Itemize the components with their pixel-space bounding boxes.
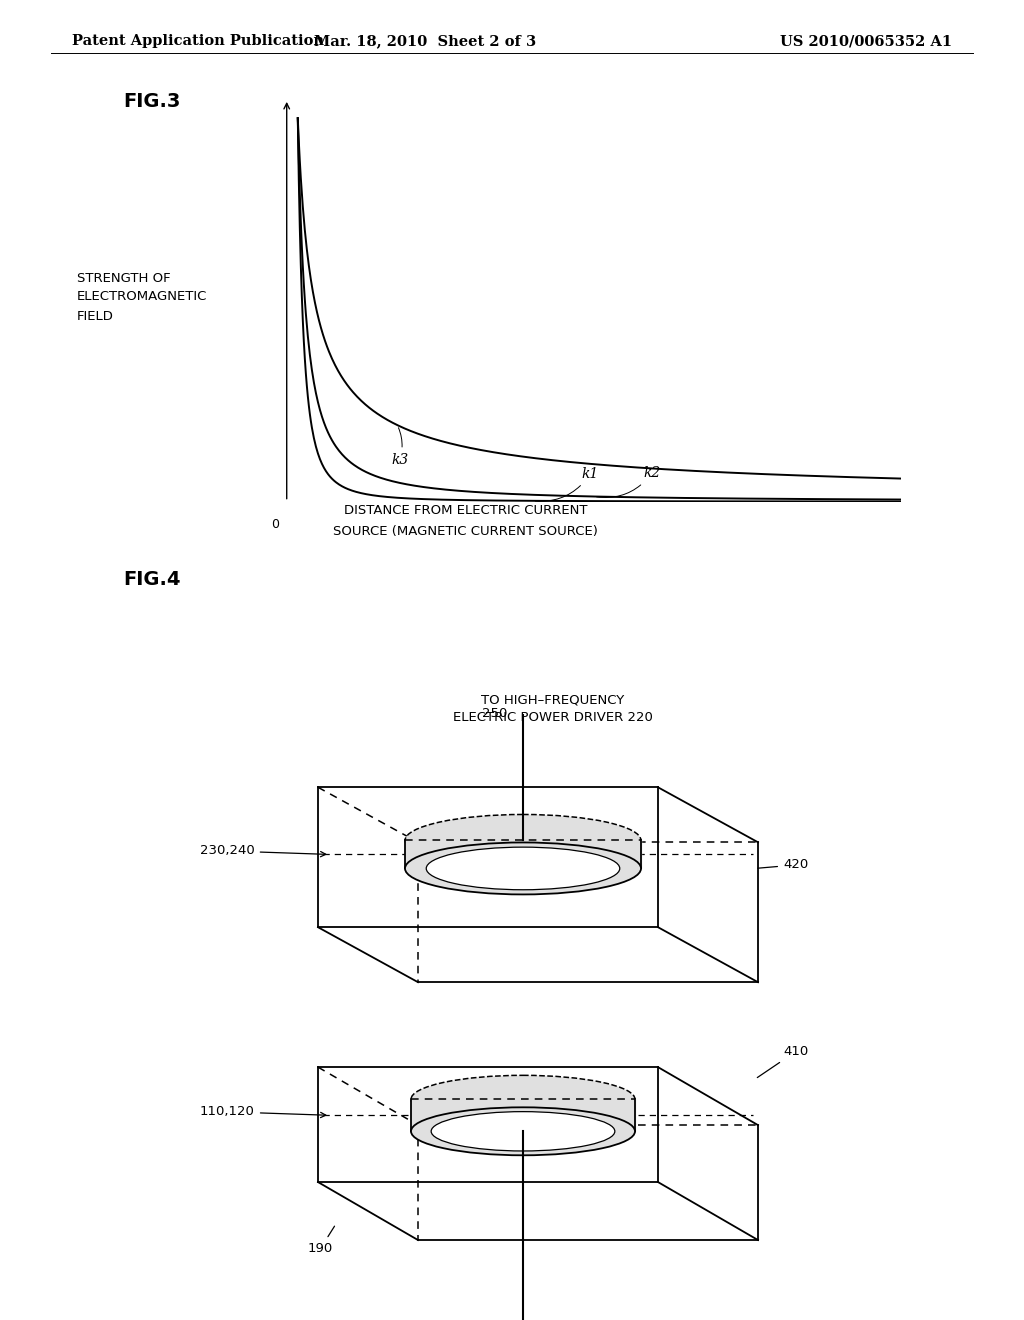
Ellipse shape: [411, 1107, 635, 1155]
Text: 190: 190: [308, 1226, 335, 1255]
Text: TO HIGH–FREQUENCY
ELECTRIC POWER DRIVER 220: TO HIGH–FREQUENCY ELECTRIC POWER DRIVER …: [453, 693, 653, 725]
Text: 420: 420: [758, 858, 808, 871]
Text: STRENGTH OF
ELECTROMAGNETIC
FIELD: STRENGTH OF ELECTROMAGNETIC FIELD: [77, 272, 207, 322]
Text: 410: 410: [758, 1045, 808, 1077]
Ellipse shape: [406, 842, 641, 895]
Ellipse shape: [411, 1076, 635, 1123]
Text: Mar. 18, 2010  Sheet 2 of 3: Mar. 18, 2010 Sheet 2 of 3: [314, 34, 536, 49]
Text: 110,120: 110,120: [200, 1105, 326, 1118]
Text: 230,240: 230,240: [200, 845, 326, 858]
Text: k2: k2: [597, 466, 660, 498]
Text: k1: k1: [536, 467, 599, 502]
Polygon shape: [411, 1100, 635, 1131]
Ellipse shape: [431, 1111, 614, 1151]
Text: US 2010/0065352 A1: US 2010/0065352 A1: [780, 34, 952, 49]
Ellipse shape: [426, 847, 620, 890]
Text: FIG.3: FIG.3: [123, 92, 180, 111]
Text: DISTANCE FROM ELECTRIC CURRENT: DISTANCE FROM ELECTRIC CURRENT: [344, 504, 588, 517]
Text: FIG.4: FIG.4: [123, 570, 180, 589]
Text: k3: k3: [391, 428, 409, 466]
Text: 0: 0: [271, 517, 280, 531]
Text: SOURCE (MAGNETIC CURRENT SOURCE): SOURCE (MAGNETIC CURRENT SOURCE): [334, 525, 598, 539]
Ellipse shape: [406, 814, 641, 866]
Text: 250: 250: [482, 708, 508, 721]
Polygon shape: [406, 841, 641, 869]
Text: Patent Application Publication: Patent Application Publication: [72, 34, 324, 49]
